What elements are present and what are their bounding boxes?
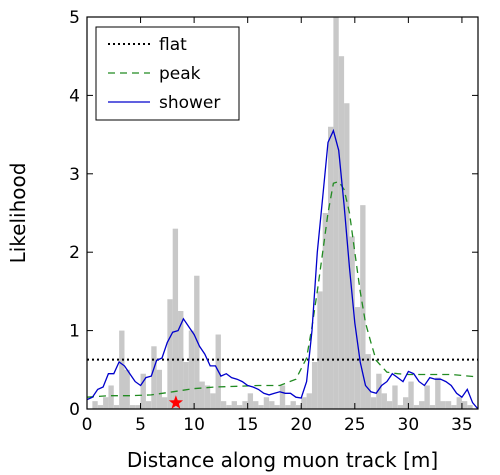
- y-tick-label: 5: [69, 8, 80, 28]
- histogram-bar: [135, 405, 141, 409]
- series-line-shower: [86, 128, 479, 410]
- star-marker: [168, 395, 183, 409]
- histogram-bar: [210, 393, 216, 409]
- histogram-bar: [263, 397, 270, 409]
- histogram-bar: [269, 401, 275, 409]
- y-axis-label: Likelihood: [6, 163, 30, 264]
- legend-box: [95, 26, 240, 121]
- histogram-bar: [290, 401, 296, 409]
- histogram-bar: [322, 213, 329, 409]
- histogram-bar: [226, 405, 232, 409]
- histogram-bar: [295, 405, 302, 409]
- histogram-bar: [156, 369, 162, 409]
- histogram-bar: [306, 393, 312, 409]
- histogram-bar: [188, 330, 195, 409]
- histogram-bar: [445, 401, 452, 409]
- plot-frame: [86, 16, 479, 410]
- histogram-bar: [349, 236, 355, 409]
- histogram-bar: [424, 385, 430, 409]
- x-tick-label: 5: [135, 415, 146, 435]
- histogram-bar: [456, 397, 462, 409]
- histogram-bar: [392, 385, 398, 409]
- legend: flat peak shower: [95, 26, 240, 121]
- histogram-bar: [236, 405, 243, 409]
- histogram-bar: [408, 381, 414, 409]
- histogram-bar: [435, 377, 441, 409]
- histogram-bar: [386, 401, 393, 409]
- histogram-bar: [440, 401, 446, 409]
- histogram-bar: [103, 397, 109, 409]
- histogram-bar: [354, 307, 361, 409]
- histogram-bar: [92, 401, 98, 409]
- histogram-bar: [253, 401, 259, 409]
- x-axis-label: Distance along muon track [m]: [127, 448, 438, 472]
- marker-layer: [168, 395, 183, 409]
- histogram-bar: [397, 405, 404, 409]
- histogram-bar: [461, 401, 468, 409]
- histogram-bar: [108, 385, 114, 409]
- legend-label-peak: peak: [159, 64, 201, 84]
- histogram-bar: [338, 56, 345, 409]
- histogram-bar: [231, 401, 237, 409]
- x-tick-label: 10: [183, 415, 205, 435]
- histogram-bar: [113, 405, 120, 409]
- histogram-bar: [172, 228, 179, 409]
- histogram-bar: [178, 311, 184, 409]
- histogram-bar: [403, 397, 409, 409]
- histogram-bar: [344, 103, 350, 410]
- series-line-peak: [86, 180, 479, 398]
- histogram-bar: [365, 354, 371, 409]
- x-tick-label: 30: [398, 415, 420, 435]
- y-tick-label: 2: [69, 243, 80, 263]
- y-tick-label: 4: [69, 86, 80, 106]
- histogram-bar: [220, 401, 227, 409]
- histogram-bar: [467, 405, 473, 409]
- y-tick-label: 1: [69, 322, 80, 342]
- histogram-bar: [247, 393, 254, 409]
- histogram-bar: [183, 361, 189, 409]
- y-tick-label: 0: [69, 400, 80, 420]
- histogram-bar: [333, 17, 339, 409]
- histogram-bar: [194, 275, 200, 409]
- histogram-bar: [328, 126, 334, 409]
- histogram-bar: [129, 405, 136, 409]
- histogram-bar: [242, 401, 248, 409]
- histogram-bars: [92, 17, 473, 410]
- histogram-bar: [124, 369, 130, 409]
- x-tick-label: 20: [290, 415, 312, 435]
- x-tick-label: 15: [237, 415, 259, 435]
- histogram-bar: [451, 405, 457, 409]
- histogram-bar: [370, 397, 377, 409]
- y-tick-label: 3: [69, 165, 80, 185]
- histogram-bar: [285, 405, 291, 409]
- histogram-bar: [151, 346, 157, 409]
- histogram-bar: [258, 405, 264, 409]
- legend-label-flat: flat: [159, 35, 187, 55]
- histogram-bar: [376, 373, 382, 409]
- histogram-bar: [301, 397, 307, 409]
- series-lines: [86, 128, 479, 410]
- histogram-bar: [199, 381, 205, 409]
- histogram-bar: [204, 385, 211, 409]
- histogram-bar: [381, 393, 387, 409]
- x-tick-label: 35: [451, 415, 473, 435]
- histogram-bar: [119, 330, 125, 409]
- histogram-bar: [274, 405, 280, 409]
- axis-ticks: 0 5 10 15 20 25 30 35 0 1 2 3 4 5: [69, 8, 478, 435]
- histogram-bar: [161, 397, 168, 409]
- histogram-bar: [145, 401, 152, 409]
- legend-label-shower: shower: [159, 93, 220, 113]
- histogram-bar: [140, 373, 146, 409]
- histogram-bar: [97, 405, 104, 409]
- histogram-bar: [429, 405, 436, 409]
- histogram-bar: [413, 405, 420, 409]
- x-tick-label: 25: [344, 415, 366, 435]
- histogram-bar: [167, 299, 173, 409]
- histogram-bar: [419, 401, 425, 409]
- histogram-bar: [311, 361, 318, 409]
- histogram-bar: [317, 291, 323, 409]
- histogram-bar: [279, 385, 286, 409]
- x-tick-label: 0: [82, 415, 93, 435]
